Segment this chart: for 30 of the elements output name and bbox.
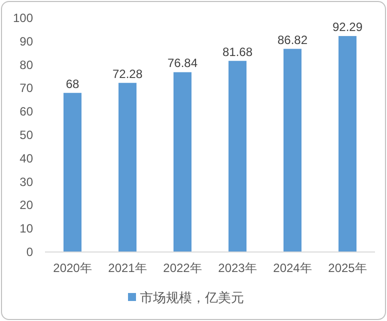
data-label: 68 xyxy=(66,76,80,91)
data-label: 72.28 xyxy=(112,66,143,81)
y-tick-label: 90 xyxy=(20,34,34,48)
y-tick-label: 70 xyxy=(20,81,34,96)
y-tick-label: 60 xyxy=(20,104,34,119)
x-tick-label: 2020年 xyxy=(53,261,92,275)
data-label: 81.68 xyxy=(222,44,253,59)
y-tick-label: 40 xyxy=(20,151,34,166)
x-tick-label: 2023年 xyxy=(218,261,257,275)
data-label: 86.82 xyxy=(277,32,308,47)
y-tick-label: 30 xyxy=(20,174,34,189)
y-tick-label: 10 xyxy=(20,222,34,236)
data-label: 92.29 xyxy=(332,20,363,34)
bar xyxy=(118,82,136,252)
bar xyxy=(338,36,356,252)
y-tick-label: 80 xyxy=(20,58,34,72)
data-label: 76.84 xyxy=(167,56,198,70)
bar xyxy=(174,72,192,252)
bar xyxy=(64,92,82,252)
x-tick-label: 2021年 xyxy=(108,261,147,275)
legend-label: 市场规模，亿美元 xyxy=(140,290,244,305)
y-tick-label: 0 xyxy=(26,245,34,259)
bar xyxy=(284,48,302,252)
x-tick-label: 2024年 xyxy=(273,261,312,275)
y-tick-label: 100 xyxy=(12,11,34,25)
x-tick-label: 2025年 xyxy=(328,261,367,275)
y-tick-label: 50 xyxy=(20,128,34,142)
bar xyxy=(228,60,246,252)
x-tick-label: 2022年 xyxy=(163,261,202,275)
y-tick-label: 20 xyxy=(20,198,34,212)
